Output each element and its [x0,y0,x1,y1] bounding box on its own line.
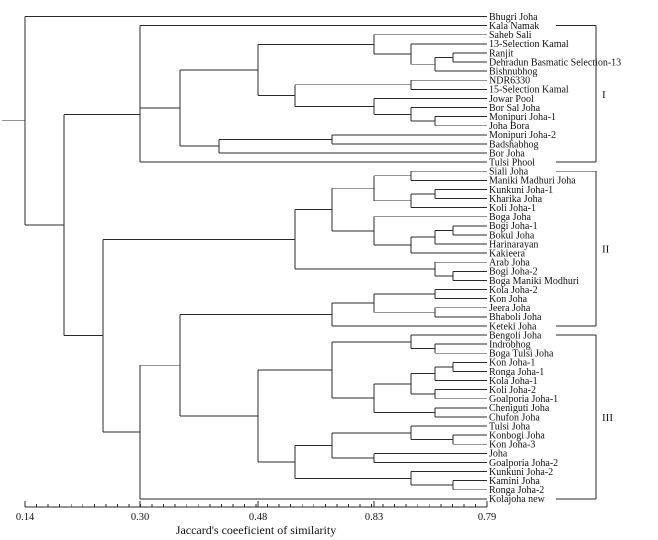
leaf-label: Harinarayan [489,239,538,250]
leaf-label: Kolajoha new [489,494,546,505]
leaf-label: Arab Joha [489,258,530,269]
leaf-label: NDR6330 [489,76,530,87]
leaf-label: Keteki Joha [489,321,537,332]
leaf-label: Bhugri Joha [489,12,538,23]
x-axis-title: Jaccard's coeeficient of similarity [176,523,336,537]
leaf-label: Boga Joha [489,212,532,223]
leaf-label: Bokul Joha [489,230,535,241]
leaf-label: Goalporia Joha-1 [489,394,558,405]
leaf-label: Kon Joha-1 [489,358,535,369]
leaf-label: Jowar Pool [489,94,534,105]
leaf-label: Kon Joha-3 [489,440,535,451]
cluster-label: II [602,244,610,256]
leaf-label: Ronga Joha-2 [489,485,544,496]
leaf-label: Chufon Joha [489,412,540,423]
x-axis-tick-label: 0.14 [16,512,35,523]
leaf-label: Bor Joha [489,148,525,159]
leaf-label: Bogi Joha-1 [489,221,538,232]
x-axis-tick-label: 0.79 [478,512,496,523]
leaf-label: Bor Sal Joha [489,103,541,114]
leaf-label: Goalporia Joha-2 [489,458,558,469]
leaf-label: Kunkuni Joha-1 [489,185,553,196]
leaf-label: Ronga Joha-1 [489,367,544,378]
leaf-label: Joha [489,449,508,460]
leaf-label: Siali Joha [489,167,529,178]
leaf-label: Monipuri Joha-2 [489,130,556,141]
x-axis-tick-label: 0.48 [249,512,267,523]
leaf-label: Maniki Madhuri Joha [489,176,576,187]
leaf-label: Cheniguti Joha [489,403,550,414]
leaf-label: Kon Joha [489,294,528,305]
leaf-label: Indrobhog [489,340,531,351]
x-axis-tick-label: 0.83 [365,512,383,523]
leaf-label: Badshabhog [489,139,538,150]
leaf-label: Monipuri Joha-1 [489,112,556,123]
cluster-label: I [602,89,606,101]
leaf-label: Joha Bora [489,121,530,132]
leaf-label: Koli Joha-2 [489,385,536,396]
leaf-label: Kola Joha-2 [489,285,538,296]
leaf-label: Bhaboli Joha [489,312,542,323]
leaf-label: Kharika Joha [489,194,543,205]
leaf-label: Kunkuni Joha-2 [489,467,553,478]
leaf-label: Tulsi Joha [489,421,531,432]
leaf-label: Kala Namak [489,21,539,32]
leaf-label: Kakieera [489,249,526,260]
x-axis-tick-label: 0.30 [131,512,149,523]
leaf-label: Saheb Sali [489,30,532,41]
leaf-label: Boga Maniki Modhuri [489,276,579,287]
leaf-label: Boga Tulsi Joha [489,349,554,360]
leaf-label: Ranjit [489,48,514,59]
leaf-label: 15-Selection Kamal [489,85,569,96]
leaf-label: Bengoli Joha [489,330,542,341]
leaf-label: Tulsi Phool [489,158,535,169]
leaf-label: Konbogi Joha [489,431,545,442]
cluster-label: III [602,412,613,424]
leaf-label: Kamini Joha [489,476,540,487]
leaf-label: Jeera Joha [489,303,531,314]
leaf-label: Bogi Joha-2 [489,267,538,278]
leaf-label: Bishnubhog [489,67,537,78]
leaf-label: Kola Joha-1 [489,376,538,387]
leaf-label: Koli Joha-1 [489,203,536,214]
leaf-label: Dehradun Basmatic Selection-13 [489,57,621,68]
leaf-label: 13-Selection Kamal [489,39,569,50]
